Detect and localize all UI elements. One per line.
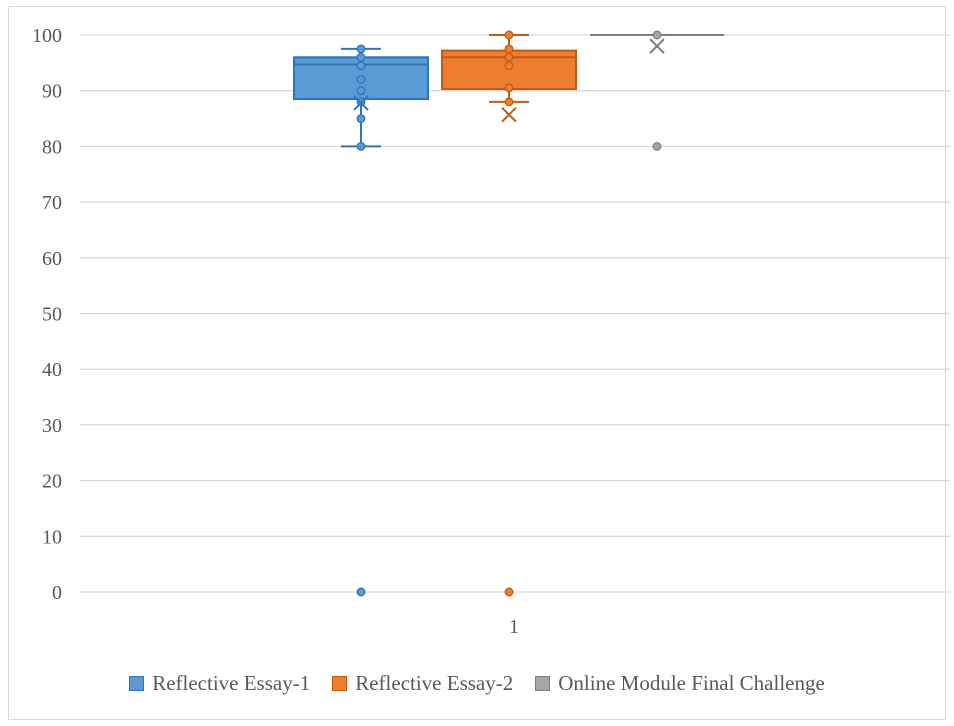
legend-label: Online Module Final Challenge [558, 670, 825, 695]
box-series [293, 44, 429, 597]
y-tick-label: 50 [42, 304, 62, 326]
mean-marker [501, 106, 517, 123]
y-axis-ticks: 0 10 20 30 40 50 60 70 80 90 100 [32, 25, 62, 604]
box-series [441, 30, 577, 597]
y-tick-label: 80 [42, 136, 62, 158]
legend-item: Reflective Essay-2 [332, 671, 513, 696]
data-point [504, 61, 514, 71]
data-point [356, 52, 366, 62]
gridlines [80, 34, 950, 593]
mean-marker [353, 95, 369, 111]
y-tick-label: 30 [42, 415, 62, 437]
y-tick-label: 70 [42, 192, 62, 214]
data-point [356, 141, 366, 151]
legend-label: Reflective Essay-2 [355, 670, 514, 695]
outlier-point [356, 587, 366, 597]
plot-series [293, 30, 724, 597]
mean-marker-stroke [649, 38, 665, 54]
y-tick-label: 40 [42, 359, 62, 381]
legend: Reflective Essay-1 Reflective Essay-2 Onli… [0, 665, 954, 701]
x-tick-label: 1 [509, 616, 519, 638]
mean-marker-stroke [353, 95, 369, 111]
data-point [356, 114, 366, 123]
data-point [504, 97, 514, 107]
data-point [356, 86, 366, 96]
mean-marker [649, 38, 665, 54]
legend-item: Reflective Essay-1 [129, 671, 310, 696]
y-tick-label: 0 [52, 582, 62, 604]
data-point [356, 44, 366, 54]
y-tick-label: 60 [42, 248, 62, 270]
outlier-point [504, 587, 514, 597]
box-series [590, 30, 724, 151]
legend-swatch [129, 675, 145, 691]
chart-area [8, 6, 946, 720]
y-tick-label: 100 [32, 25, 62, 47]
outlier-point [652, 141, 662, 151]
data-point [652, 30, 662, 40]
legend-swatch [535, 675, 551, 691]
legend-item: Online Module Final Challenge [535, 671, 825, 696]
legend-label: Reflective Essay-1 [152, 670, 311, 695]
mean-marker-stroke [501, 106, 517, 123]
data-point [504, 44, 514, 54]
y-tick-label: 10 [42, 526, 62, 548]
legend-swatch [332, 675, 348, 691]
data-point [356, 75, 366, 85]
data-point [504, 52, 514, 62]
data-point [356, 61, 366, 71]
x-axis: 1 [509, 616, 519, 638]
y-tick-label: 90 [42, 81, 62, 103]
data-point [504, 30, 514, 40]
y-tick-label: 20 [42, 471, 62, 493]
data-point [504, 83, 514, 93]
